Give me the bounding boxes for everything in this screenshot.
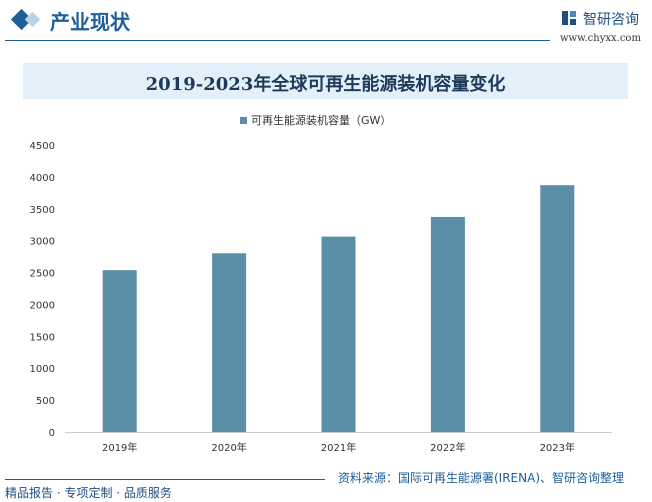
y-tick-label: 1500 xyxy=(30,332,55,343)
bar xyxy=(540,185,575,432)
x-tick-label: 2020年 xyxy=(211,441,246,454)
y-tick-label: 4500 xyxy=(30,141,55,152)
footer-divider xyxy=(5,479,325,480)
bar xyxy=(212,253,247,432)
legend-label: 可再生能源装机容量（GW） xyxy=(251,114,392,127)
logo-icon xyxy=(562,11,576,25)
bar xyxy=(321,236,356,432)
legend-swatch xyxy=(240,116,247,124)
y-tick-label: 500 xyxy=(36,396,55,407)
y-tick-label: 2500 xyxy=(30,269,55,280)
y-tick-label: 1000 xyxy=(30,364,55,375)
bar xyxy=(102,270,137,432)
y-tick-label: 3500 xyxy=(30,205,55,216)
header-divider xyxy=(5,40,550,41)
y-tick-label: 2000 xyxy=(30,300,55,311)
y-tick-label: 3000 xyxy=(30,237,55,248)
x-tick-label: 2023年 xyxy=(540,441,575,454)
section-title: 产业现状 xyxy=(50,10,130,34)
logo-text: 智研咨询 xyxy=(583,12,639,28)
chart-title: 2019-2023年全球可再生能源装机容量变化 xyxy=(145,74,506,95)
chart-title-box: 2019-2023年全球可再生能源装机容量变化 xyxy=(23,63,628,99)
source-note: 资料来源：国际可再生能源署(IRENA)、智研咨询整理 xyxy=(338,471,625,485)
y-tick-label: 4000 xyxy=(30,173,55,184)
y-tick-label: 0 xyxy=(49,428,55,439)
x-tick-label: 2022年 xyxy=(430,441,465,454)
legend: 可再生能源装机容量（GW） xyxy=(240,112,391,128)
footer-tagline: 精品报告 · 专项定制 · 品质服务 xyxy=(5,486,172,500)
bar xyxy=(430,216,465,432)
x-tick-label: 2021年 xyxy=(321,441,356,454)
website-url[interactable]: www.chyxx.com xyxy=(560,33,641,44)
x-tick-label: 2019年 xyxy=(102,441,137,454)
